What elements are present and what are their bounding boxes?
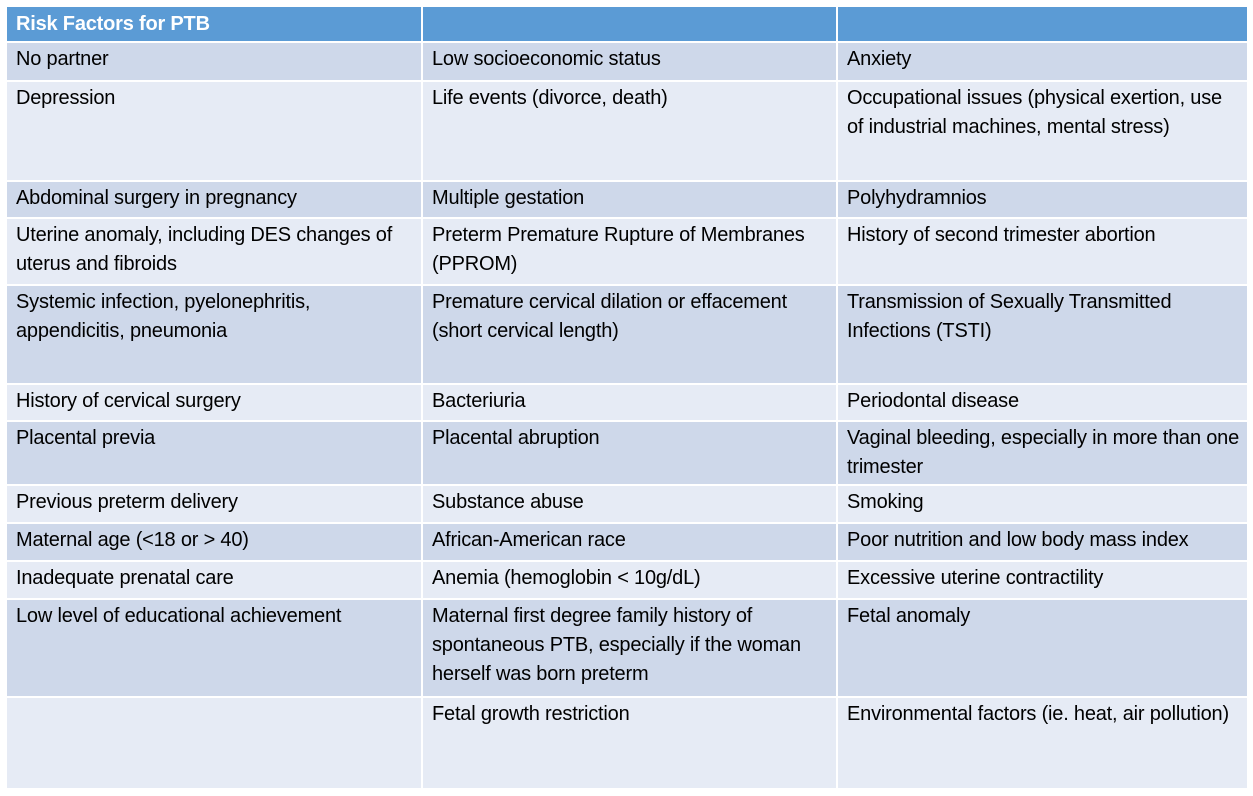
table-cell: Placental previa xyxy=(7,422,421,484)
table-cell: Bacteriuria xyxy=(423,385,836,420)
header-cell-empty xyxy=(838,7,1247,41)
table-cell: Maternal first degree family history of … xyxy=(423,600,836,696)
table-cell: Premature cervical dilation or effacemen… xyxy=(423,286,836,383)
table-cell: History of cervical surgery xyxy=(7,385,421,420)
table-cell: Multiple gestation xyxy=(423,182,836,217)
table-cell: African-American race xyxy=(423,524,836,560)
table-cell: Fetal growth restriction xyxy=(423,698,836,788)
table-cell: Occupational issues (physical exertion, … xyxy=(838,82,1247,180)
table-cell: Preterm Premature Rupture of Membranes (… xyxy=(423,219,836,284)
table-cell: Anxiety xyxy=(838,43,1247,80)
table-row: Inadequate prenatal care Anemia (hemoglo… xyxy=(7,562,1247,598)
table-row: Maternal age (<18 or > 40) African-Ameri… xyxy=(7,524,1247,560)
table-row: No partner Low socioeconomic status Anxi… xyxy=(7,43,1247,80)
table-cell: Vaginal bleeding, especially in more tha… xyxy=(838,422,1247,484)
table-cell: Placental abruption xyxy=(423,422,836,484)
table-cell: History of second trimester abortion xyxy=(838,219,1247,284)
table-row: Abdominal surgery in pregnancy Multiple … xyxy=(7,182,1247,217)
table-cell: Transmission of Sexually Transmitted Inf… xyxy=(838,286,1247,383)
table-cell: Excessive uterine contractility xyxy=(838,562,1247,598)
table-cell: Fetal anomaly xyxy=(838,600,1247,696)
table-cell: Environmental factors (ie. heat, air pol… xyxy=(838,698,1247,788)
header-cell-empty xyxy=(423,7,836,41)
table-cell: Low socioeconomic status xyxy=(423,43,836,80)
table-header-row: Risk Factors for PTB xyxy=(7,7,1247,41)
table-cell: Maternal age (<18 or > 40) xyxy=(7,524,421,560)
table-row: Previous preterm delivery Substance abus… xyxy=(7,486,1247,522)
table-cell: Substance abuse xyxy=(423,486,836,522)
table-row: Uterine anomaly, including DES changes o… xyxy=(7,219,1247,284)
table-title: Risk Factors for PTB xyxy=(7,7,421,41)
table-cell: Uterine anomaly, including DES changes o… xyxy=(7,219,421,284)
table-row: Low level of educational achievement Mat… xyxy=(7,600,1247,696)
table-row: Systemic infection, pyelonephritis, appe… xyxy=(7,286,1247,383)
table-cell: Systemic infection, pyelonephritis, appe… xyxy=(7,286,421,383)
table-cell: Low level of educational achievement xyxy=(7,600,421,696)
risk-factors-table: Risk Factors for PTB No partner Low soci… xyxy=(5,5,1249,790)
table-cell: Previous preterm delivery xyxy=(7,486,421,522)
table-cell: Anemia (hemoglobin < 10g/dL) xyxy=(423,562,836,598)
table-row: Depression Life events (divorce, death) … xyxy=(7,82,1247,180)
table-cell: Periodontal disease xyxy=(838,385,1247,420)
table-row: Fetal growth restriction Environmental f… xyxy=(7,698,1247,788)
table-cell: Poor nutrition and low body mass index xyxy=(838,524,1247,560)
table-cell: No partner xyxy=(7,43,421,80)
table-cell: Depression xyxy=(7,82,421,180)
table-row: Placental previa Placental abruption Vag… xyxy=(7,422,1247,484)
table-cell: Life events (divorce, death) xyxy=(423,82,836,180)
table-cell xyxy=(7,698,421,788)
table-cell: Abdominal surgery in pregnancy xyxy=(7,182,421,217)
table-cell: Inadequate prenatal care xyxy=(7,562,421,598)
table-row: History of cervical surgery Bacteriuria … xyxy=(7,385,1247,420)
table-cell: Smoking xyxy=(838,486,1247,522)
table-cell: Polyhydramnios xyxy=(838,182,1247,217)
